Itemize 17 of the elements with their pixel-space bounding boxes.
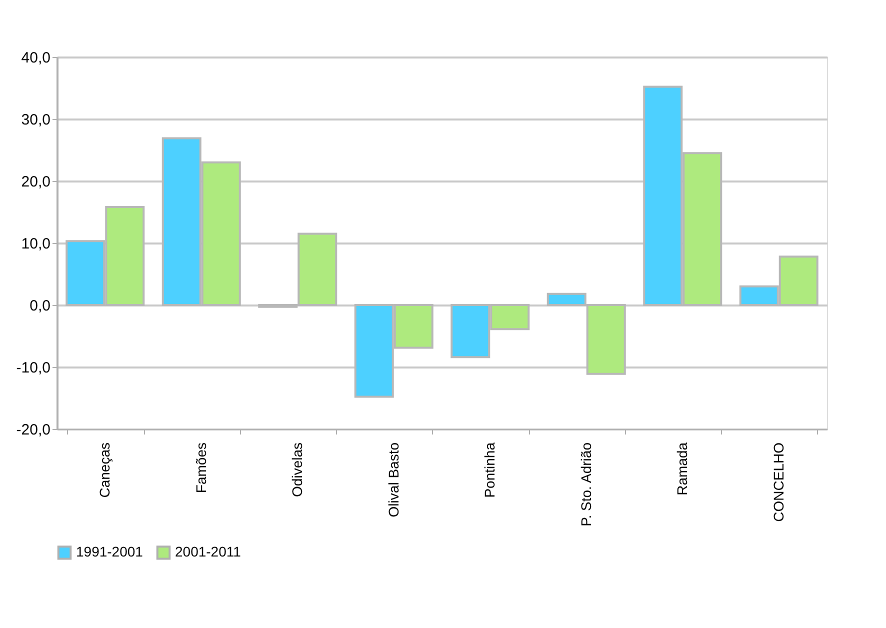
y-tick-label: -10,0 — [16, 360, 50, 376]
y-tick-label: 40,0 — [21, 50, 50, 66]
x-tick-label: Caneças — [96, 442, 113, 498]
legend-label: 1991-2001 — [76, 544, 144, 560]
y-tick-label: 20,0 — [21, 174, 50, 190]
y-tick-label: -20,0 — [16, 422, 50, 438]
x-tick-label: P. Sto. Adrião — [578, 442, 594, 526]
y-tick-label: 0,0 — [30, 298, 50, 314]
x-tick-label: Pontinha — [482, 442, 498, 498]
y-tick-label: 10,0 — [21, 236, 50, 252]
x-tick-label: Olival Basto — [385, 442, 402, 518]
x-tick-label: Ramada — [674, 442, 690, 496]
legend-label: 2001-2011 — [175, 544, 242, 560]
y-tick-label: 30,0 — [21, 112, 50, 128]
x-tick-label: Famões — [192, 442, 209, 494]
x-tick-label: Odivelas — [289, 442, 306, 497]
x-tick-label: CONCELHO — [770, 442, 786, 522]
